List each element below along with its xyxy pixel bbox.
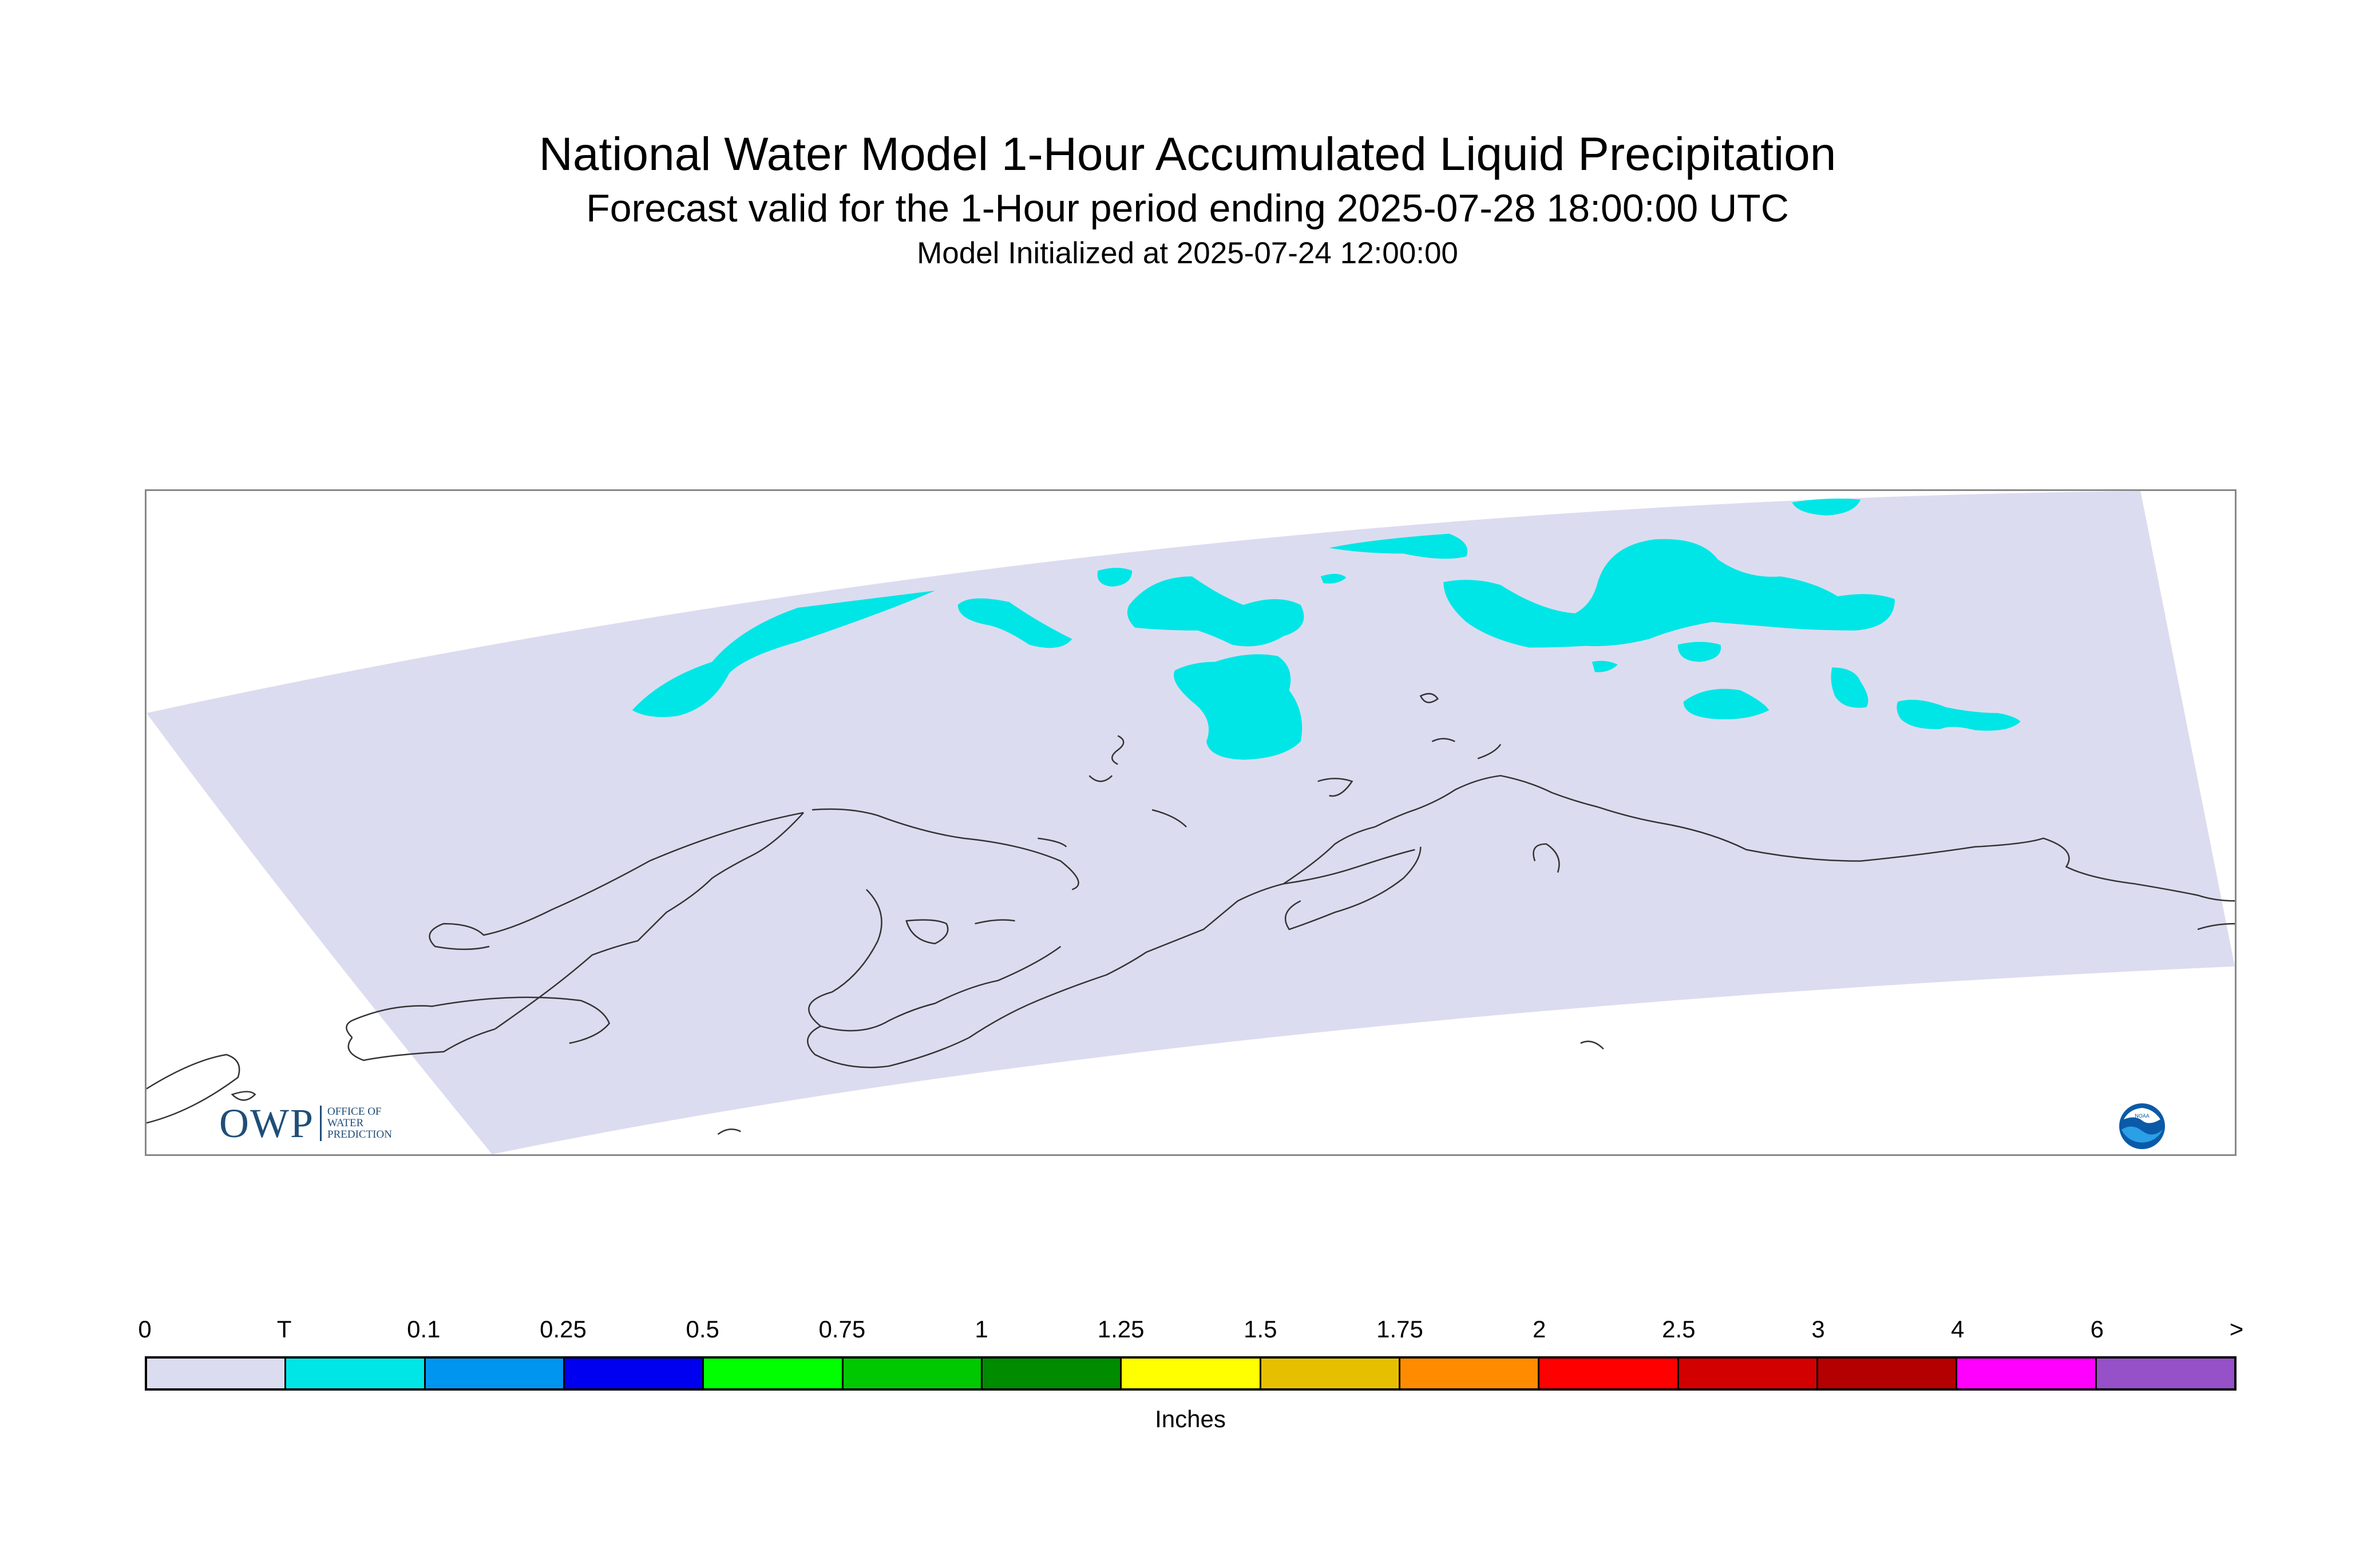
legend-swatch: [704, 1359, 844, 1388]
coastline: [812, 808, 1079, 890]
coastline: [494, 812, 805, 1030]
legend-swatch: [982, 1359, 1122, 1388]
legend-tick-label: 1.5: [1244, 1316, 1277, 1343]
coastline: [1580, 1040, 1604, 1050]
legend-swatch: [147, 1359, 287, 1388]
legend-units: Inches: [1155, 1405, 1226, 1432]
coastline: [905, 919, 949, 945]
legend-tick-label: >: [2229, 1316, 2244, 1343]
legend-swatch: [425, 1359, 565, 1388]
coastline: [1597, 806, 2235, 902]
owp-logo-line2: WATER: [327, 1117, 364, 1129]
precip-area: [1127, 576, 1304, 647]
coastline: [347, 1028, 496, 1062]
coastline: [1151, 809, 1187, 827]
legend-tick-label: 0.75: [818, 1316, 866, 1343]
legend-swatch: [1957, 1359, 2097, 1388]
legend-tick-label: 2: [1532, 1316, 1546, 1343]
legend-swatch: [1400, 1359, 1540, 1388]
legend-tick-label: T: [276, 1316, 292, 1343]
legend-swatch: [1261, 1359, 1400, 1388]
precip-area: [1329, 533, 1468, 559]
legend-tick-label: 1.25: [1097, 1316, 1145, 1343]
precip-area: [957, 598, 1072, 648]
precip-area: [632, 591, 935, 717]
legend-tick-label: 2.5: [1662, 1316, 1696, 1343]
owp-logo-divider: [320, 1106, 322, 1141]
coastline: [1283, 849, 1415, 885]
coastline: [1533, 843, 1560, 873]
noaa-logo-bird: [2124, 1108, 2160, 1123]
precip-area: [1592, 660, 1618, 672]
map-subtitle: Forecast valid for the 1-Hour period end…: [586, 187, 1789, 230]
legend-tick-label: 6: [2090, 1316, 2104, 1343]
precipitation-areas: [632, 498, 2021, 760]
legend-tick-label: 4: [1950, 1316, 1965, 1343]
legend-swatch: [1122, 1359, 1261, 1388]
coastline: [975, 919, 1015, 925]
noaa-logo-wave: [2121, 1126, 2163, 1143]
coastline: [429, 811, 804, 951]
coastline: [808, 889, 1062, 1032]
coastline: [1284, 846, 1422, 930]
coastline: [147, 1054, 240, 1124]
coastline: [1374, 775, 1598, 828]
precip-area: [1792, 498, 1861, 516]
legend-swatch: [2096, 1359, 2234, 1388]
precipitation-map: [147, 491, 2235, 1154]
legend-swatch: [1679, 1359, 1818, 1388]
coastline: [346, 996, 611, 1044]
map-title: National Water Model 1-Hour Accumulated …: [539, 128, 1836, 180]
legend-swatch: [843, 1359, 983, 1388]
coastline: [2197, 922, 2235, 930]
owp-logo-line1: OFFICE OF: [327, 1106, 382, 1118]
owp-logo-line3: PREDICTION: [327, 1129, 392, 1141]
precip-area: [1683, 688, 1770, 719]
coastline: [717, 1128, 741, 1135]
noaa-logo-text: NOAA: [2135, 1113, 2150, 1119]
precip-area: [1443, 539, 1895, 648]
precip-area: [1320, 573, 1347, 584]
legend-tick-label: 0.25: [540, 1316, 587, 1343]
owp-logo-letters: OWP: [219, 1100, 314, 1146]
legend-swatch: [1539, 1359, 1679, 1388]
legend-swatch: [286, 1359, 426, 1388]
precip-area: [1677, 642, 1721, 662]
legend-swatch: [564, 1359, 704, 1388]
legend-tick-label: 0.5: [686, 1316, 719, 1343]
legend-tick-label: 1: [975, 1316, 988, 1343]
precip-area: [1831, 667, 1869, 708]
legend-swatch: [1818, 1359, 1958, 1388]
legend-tick-label: 1.75: [1376, 1316, 1423, 1343]
precip-area: [1097, 568, 1133, 587]
coastline: [1111, 735, 1125, 765]
coastline: [1431, 738, 1455, 742]
coastline: [1419, 692, 1439, 703]
coastline: [1477, 743, 1502, 759]
coastline: [1038, 837, 1067, 848]
coastline: [1088, 775, 1113, 782]
owp-logo: OWP OFFICE OF WATER PREDICTION: [219, 1100, 392, 1146]
coastlines: [147, 692, 2235, 1135]
legend-tick-label: 0: [138, 1316, 152, 1343]
legend-colorbar: [145, 1356, 2237, 1391]
coastline: [1317, 778, 1353, 797]
precip-area: [1174, 654, 1303, 760]
legend-tick-label: 3: [1811, 1316, 1825, 1343]
legend-tick-label: 0.1: [407, 1316, 441, 1343]
owp-logo-text: OFFICE OF WATER PREDICTION: [327, 1106, 392, 1141]
coastline: [231, 1091, 256, 1101]
map-panel: OWP OFFICE OF WATER PREDICTION NOAA: [145, 489, 2237, 1156]
model-init-line: Model Initialized at 2025-07-24 12:00:00: [917, 236, 1458, 270]
noaa-logo: NOAA: [2119, 1103, 2165, 1149]
precip-area: [1897, 699, 2021, 731]
